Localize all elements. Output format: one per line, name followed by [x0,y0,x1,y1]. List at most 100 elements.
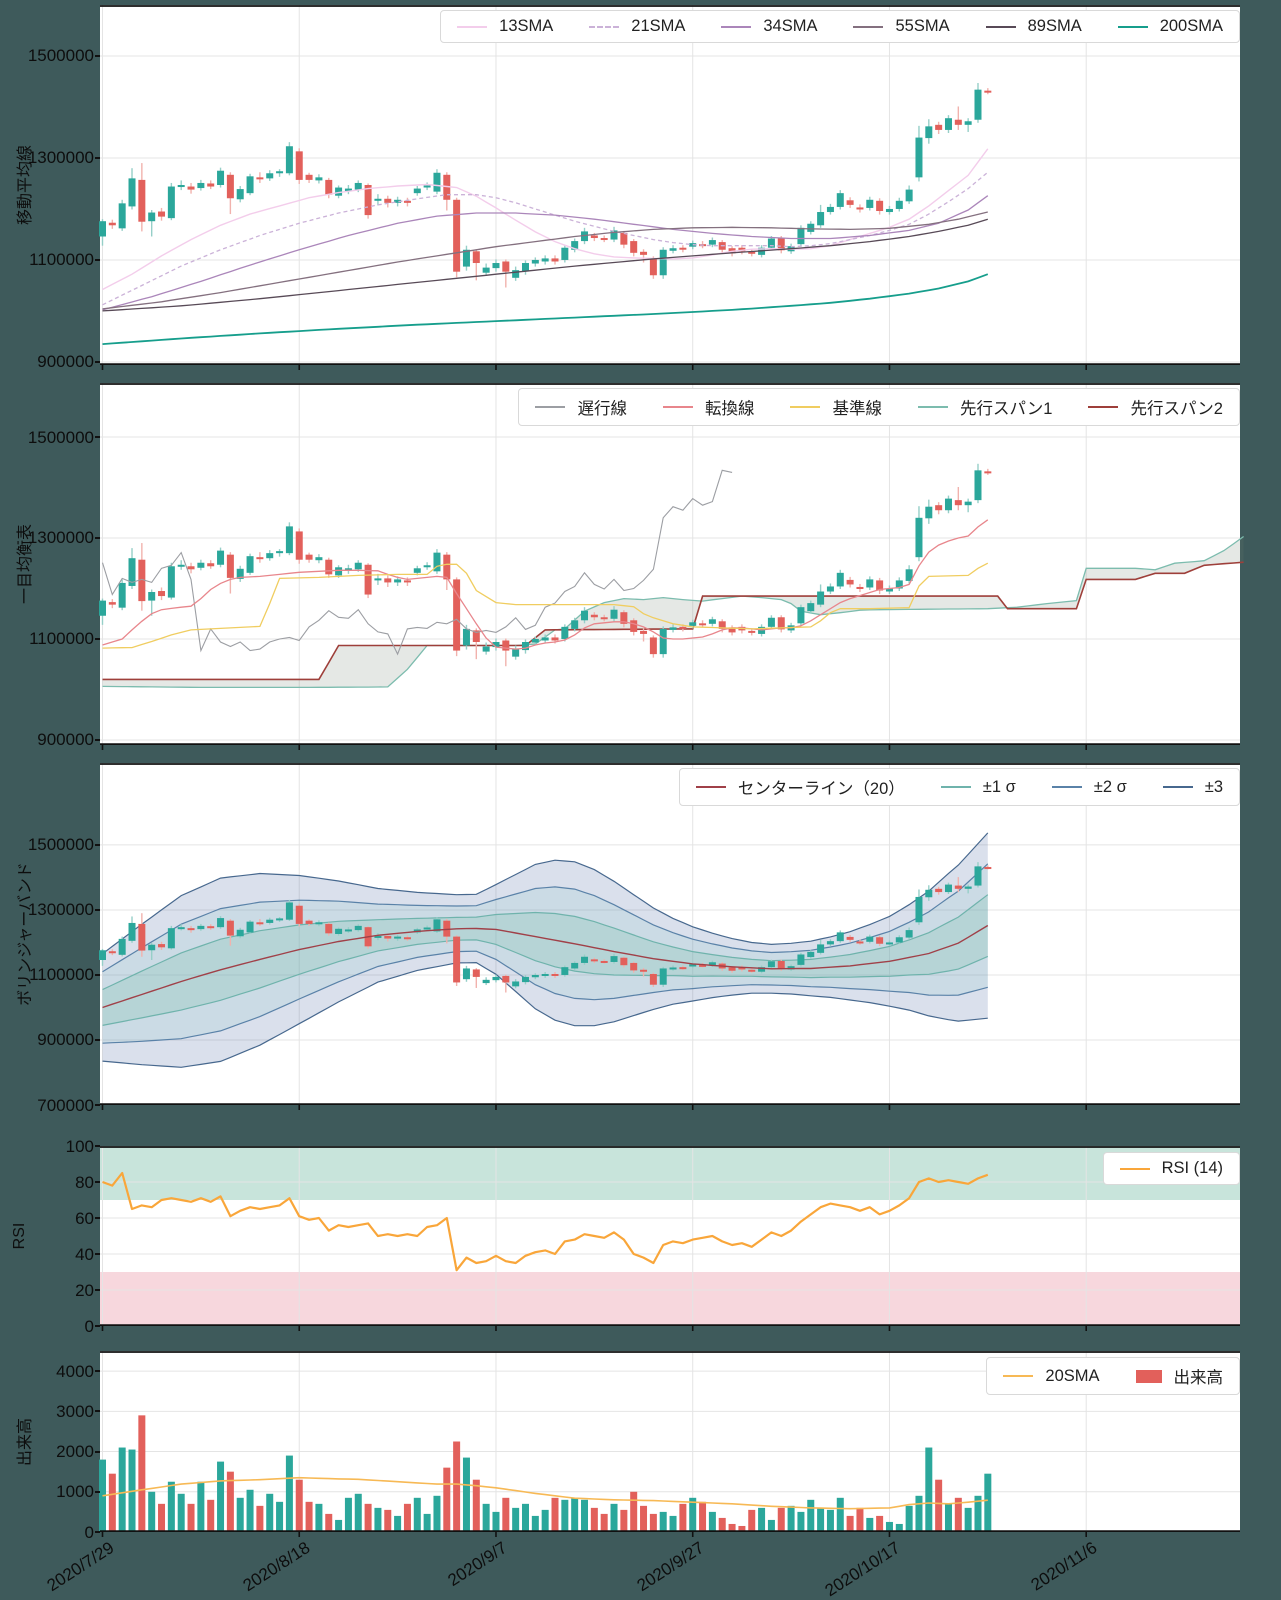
y-tick-mark [95,1490,100,1493]
legend-label: 遅行線 [577,400,627,418]
legend-swatch-line [662,406,693,408]
y-tick-label: 900000 [37,352,94,372]
y-tick-label: 1100000 [29,965,94,985]
y-axis-title-moving-averages: 移動平均線 [17,145,34,226]
legend-swatch-line [1003,1375,1034,1377]
y-tick-mark [95,1531,100,1533]
y-tick-label: 2000 [56,1442,94,1462]
y-tick-mark [95,1217,100,1219]
legend-label: ±3 [1204,777,1223,796]
legend-label: 転換線 [704,400,755,418]
y-tick-mark [95,738,100,741]
y-tick-label: 80 [75,1172,94,1192]
y-tick-label: 0 [84,1316,94,1336]
y-axis-title-bollinger: ボリンジャーバンド [17,862,34,1006]
legend-item: 89SMA [985,17,1082,36]
legend-label: 200SMA [1159,17,1223,35]
y-tick-label: 40 [75,1244,94,1264]
legend-swatch-line [790,406,821,408]
legend-swatch-line [1162,786,1193,788]
y-tick-label: 60 [75,1208,94,1228]
y-tick-mark [95,1181,100,1183]
legend-label: 基準線 [832,400,882,418]
x-tick-label: 2020/11/6 [1027,1538,1101,1595]
y-tick-mark [95,258,100,261]
legend-panel-0: 13SMA 21SMA 34SMA 55SMA 89SMA 200SMA [440,10,1240,43]
legend-swatch-line [457,25,488,28]
y-tick-mark [95,54,100,57]
legend-swatch-line [695,786,726,788]
legend-label: 先行スパン1 [959,400,1053,418]
y-tick-label: 100 [65,1136,94,1156]
y-tick-mark [95,1410,100,1413]
y-tick-mark [95,843,100,846]
legend-item: 先行スパン2 [1088,395,1223,419]
y-tick-mark [95,1325,100,1327]
y-tick-mark [95,908,100,911]
legend-label: 34SMA [763,17,818,35]
legend-label: 21SMA [631,17,686,35]
legend-item: RSI (14) [1119,1159,1223,1178]
legend-item: 先行スパン1 [917,395,1053,419]
y-tick-label: 1300000 [27,148,94,168]
legend-label: 先行スパン2 [1130,400,1223,418]
y-tick-label: 1100000 [29,250,94,270]
legend-item: 20SMA [1003,1366,1100,1386]
panel-rsi [100,1146,1240,1331]
y-tick-mark [95,1450,100,1453]
legend-label: RSI (14) [1161,1159,1223,1177]
y-tick-label: 20 [75,1280,94,1300]
legend-swatch-line [985,25,1016,28]
y-tick-mark [95,1104,100,1106]
y-tick-label: 900000 [37,1030,94,1050]
y-tick-label: 1300000 [27,528,94,548]
legend-item: 出来高 [1135,1364,1223,1388]
legend-label: 89SMA [1027,17,1082,35]
legend-item: 34SMA [721,17,817,36]
y-tick-mark [95,536,100,539]
legend-label: ±1 σ [982,777,1016,796]
y-tick-mark [95,1038,100,1041]
x-tick-label: 2020/9/7 [444,1538,511,1590]
y-tick-mark [95,1253,100,1255]
legend-item: 遅行線 [535,395,627,419]
y-tick-mark [95,637,100,640]
legend-swatch-line [853,25,884,28]
legend-panel-4: 20SMA 出来高 [986,1357,1240,1395]
legend-item: ±1 σ [940,777,1016,797]
legend-item: ±2 σ [1051,777,1127,797]
legend-label: ±2 σ [1093,777,1127,796]
y-tick-label: 1000 [56,1482,94,1502]
x-tick-label: 2020/8/18 [239,1538,314,1596]
panel-bollinger-bands [99,763,1240,1110]
y-tick-label: 3000 [56,1401,94,1421]
legend-swatch-line [940,786,971,788]
legend-item: ±3 [1162,777,1223,797]
legend-item: 基準線 [790,395,882,419]
legend-swatch-line [1051,786,1082,788]
y-tick-label: 1500000 [27,835,94,855]
y-tick-label: 700000 [37,1095,94,1115]
legend-item: 転換線 [662,395,755,419]
y-tick-label: 0 [84,1522,94,1542]
legend-item: 21SMA [589,17,685,36]
y-tick-mark [95,1289,100,1291]
legend-item: センターライン（20） [695,775,905,799]
legend-panel-2: センターライン（20） ±1 σ ±2 σ ±3 [678,768,1240,806]
legend-swatch-line [535,406,566,408]
panel-ichimoku [99,383,1244,750]
legend-swatch-bar [1135,1369,1162,1383]
legend-swatch-line [917,406,948,408]
legend-item: 13SMA [457,17,553,36]
x-tick-label: 2020/9/27 [633,1538,708,1596]
legend-item: 55SMA [853,17,950,36]
y-tick-mark [95,1370,100,1373]
y-tick-mark [95,973,100,976]
legend-swatch-line [1119,1167,1150,1170]
y-tick-label: 1500000 [27,46,94,66]
legend-label: 13SMA [499,17,554,35]
legend-panel-1: 遅行線 転換線 基準線 先行スパン1 先行スパン2 [518,388,1240,426]
y-tick-label: 1500000 [27,427,94,447]
legend-label: 20SMA [1045,1366,1100,1385]
y-tick-mark [95,360,100,363]
